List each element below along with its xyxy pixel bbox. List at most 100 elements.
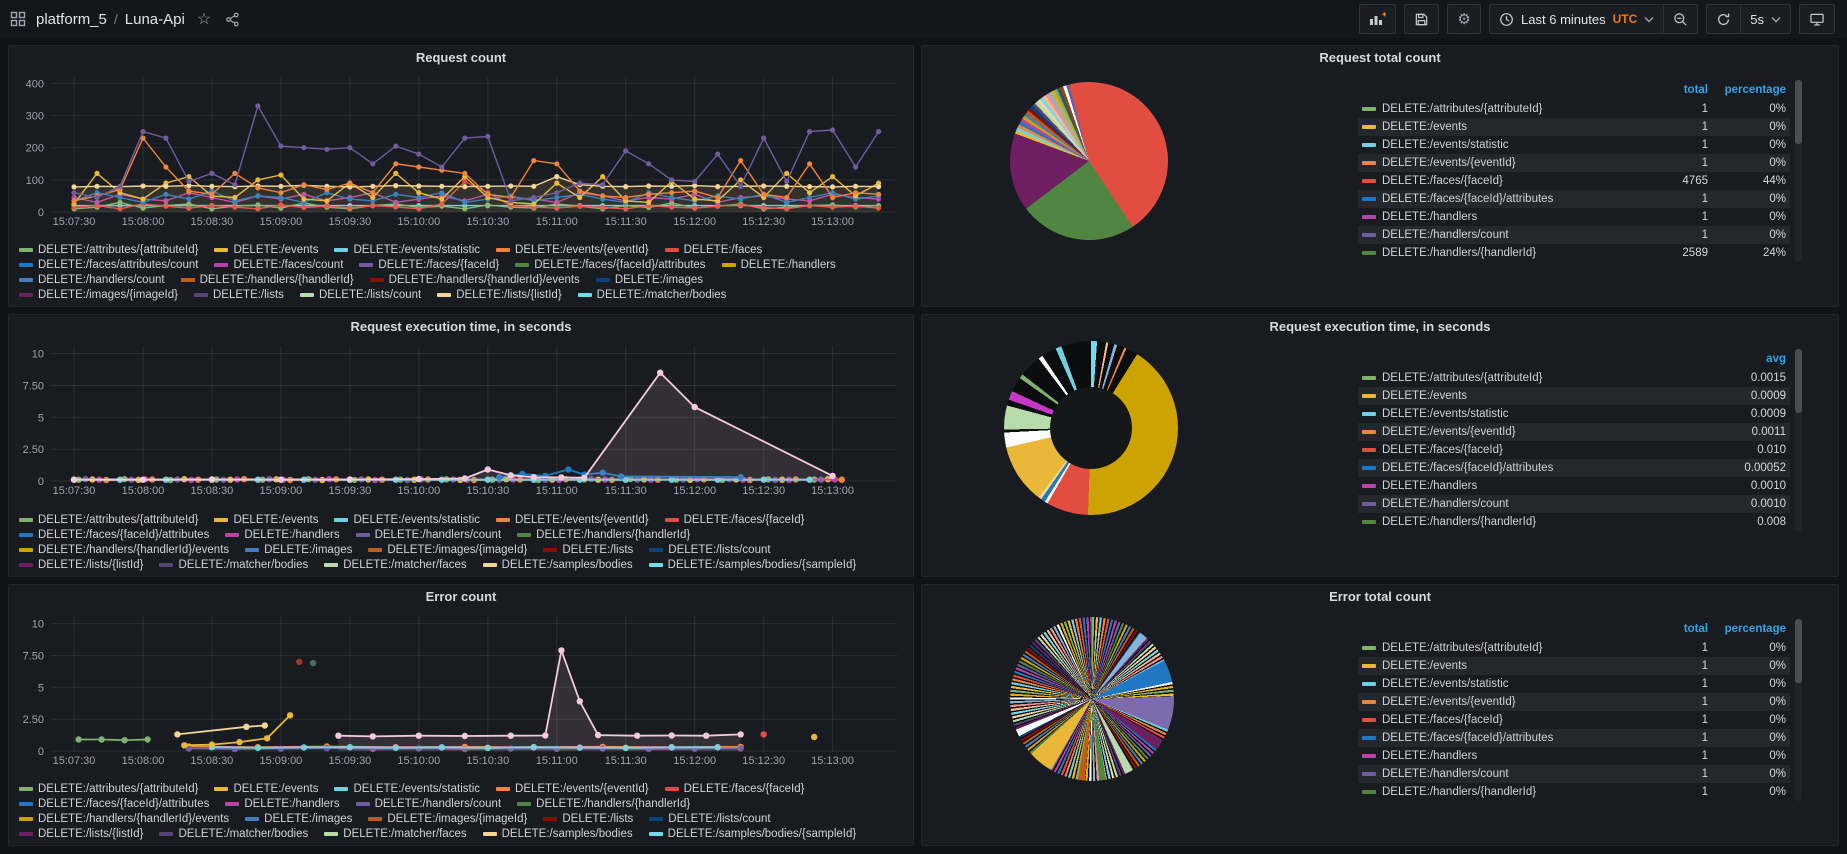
legend-item[interactable]: DELETE:/images	[245, 544, 352, 556]
breadcrumb-dashboard[interactable]: Luna-Api	[124, 10, 185, 28]
add-panel-button[interactable]	[1359, 4, 1397, 34]
column-header-percentage[interactable]: percentage	[1724, 622, 1786, 635]
legend-item[interactable]: DELETE:/events	[214, 244, 318, 256]
legend-item[interactable]: DELETE:/lists	[543, 813, 633, 825]
refresh-button[interactable]	[1706, 4, 1742, 34]
column-header-total[interactable]: total	[1683, 622, 1708, 635]
legend-item[interactable]: DELETE:/faces/attributes/count	[19, 259, 198, 271]
time-range-picker[interactable]: Last 6 minutes UTC	[1489, 4, 1665, 34]
series-label[interactable]: DELETE:/faces/{faceId}	[1382, 444, 1503, 457]
legend-item[interactable]: DELETE:/handlers	[225, 529, 340, 541]
request-execution-time-chart[interactable]: 15:07:30 15:08:00 15:08:30 15:09:00 15:09:30…	[15, 340, 905, 497]
legend-item[interactable]: DELETE:/faces/{faceId}/attributes	[515, 259, 706, 271]
dashboards-grid-icon[interactable]	[10, 11, 26, 27]
series-label[interactable]: DELETE:/faces/{faceId}	[1382, 175, 1503, 187]
legend-item[interactable]: DELETE:/lists/{listId}	[19, 559, 143, 571]
share-dashboard-button[interactable]	[223, 10, 242, 29]
series-label[interactable]: DELETE:/attributes/{attributeId}	[1382, 372, 1543, 385]
legend-item[interactable]: DELETE:/matcher/bodies	[577, 289, 726, 301]
legend-item[interactable]: DELETE:/samples/bodies	[482, 828, 633, 840]
legend-item[interactable]: DELETE:/faces/{faceId}/attributes	[19, 529, 209, 541]
star-dashboard-button[interactable]: ☆	[195, 7, 213, 31]
series-label[interactable]: DELETE:/handlers/count	[1382, 767, 1509, 780]
legend-item[interactable]: DELETE:/faces/count	[214, 259, 343, 271]
legend-item[interactable]: DELETE:/lists/count	[649, 813, 771, 825]
scrollbar-thumb[interactable]	[1795, 618, 1802, 683]
panel-title[interactable]: Request total count	[1319, 50, 1441, 65]
series-label[interactable]: DELETE:/events/{eventId}	[1382, 426, 1516, 439]
panel-title[interactable]: Request execution time, in seconds	[350, 319, 572, 335]
series-label[interactable]: DELETE:/faces/{faceId}/attributes	[1382, 193, 1554, 205]
series-label[interactable]: DELETE:/events	[1382, 390, 1468, 403]
legend-item[interactable]: DELETE:/handlers/{handlerId}	[517, 798, 690, 810]
refresh-interval-picker[interactable]: 5s	[1741, 4, 1791, 34]
series-label[interactable]: DELETE:/handlers	[1382, 749, 1478, 762]
legend-item[interactable]: DELETE:/handlers	[721, 259, 836, 271]
panel-title[interactable]: Request execution time, in seconds	[1269, 319, 1491, 335]
legend-item[interactable]: DELETE:/attributes/{attributeId}	[19, 514, 198, 526]
series-label[interactable]: DELETE:/faces/{faceId}/attributes	[1382, 731, 1554, 744]
legend-item[interactable]: DELETE:/events	[214, 783, 318, 795]
series-label[interactable]: DELETE:/handlers/count	[1382, 229, 1509, 241]
series-label[interactable]: DELETE:/events/statistic	[1382, 677, 1509, 690]
scrollbar-thumb[interactable]	[1795, 80, 1802, 144]
legend-item[interactable]: DELETE:/lists	[194, 289, 284, 301]
series-label[interactable]: DELETE:/handlers/{handlerId}	[1382, 516, 1537, 529]
legend-item[interactable]: DELETE:/faces/{faceId}	[664, 514, 804, 526]
series-label[interactable]: DELETE:/events	[1382, 659, 1468, 672]
legend-item[interactable]: DELETE:/faces/{faceId}/attributes	[19, 798, 209, 810]
legend-scrollbar[interactable]	[1795, 349, 1802, 532]
breadcrumb-folder[interactable]: platform_5	[36, 10, 107, 28]
series-label[interactable]: DELETE:/events/{eventId}	[1382, 695, 1516, 708]
column-header-avg[interactable]: avg	[1766, 353, 1786, 366]
legend-item[interactable]: DELETE:/samples/bodies/{sampleId}	[648, 559, 856, 571]
legend-item[interactable]: DELETE:/attributes/{attributeId}	[19, 783, 198, 795]
legend-item[interactable]: DELETE:/lists/{listId}	[437, 289, 562, 301]
series-label[interactable]: DELETE:/handlers/{handlerId}	[1382, 785, 1537, 798]
legend-item[interactable]: DELETE:/images	[595, 274, 703, 286]
legend-item[interactable]: DELETE:/faces/{faceId}	[664, 783, 804, 795]
legend-item[interactable]: DELETE:/events/statistic	[334, 783, 480, 795]
legend-item[interactable]: DELETE:/images	[245, 813, 352, 825]
series-label[interactable]: DELETE:/attributes/{attributeId}	[1382, 103, 1543, 115]
column-header-total[interactable]: total	[1683, 84, 1708, 96]
series-label[interactable]: DELETE:/handlers/{handlerId}	[1382, 247, 1537, 259]
series-label[interactable]: DELETE:/events/statistic	[1382, 408, 1509, 421]
legend-item[interactable]: DELETE:/handlers/{handlerId}/events	[369, 274, 580, 286]
legend-item[interactable]: DELETE:/images/{imageId}	[368, 544, 527, 556]
legend-item[interactable]: DELETE:/lists	[543, 544, 633, 556]
legend-item[interactable]: DELETE:/lists/count	[649, 544, 771, 556]
series-label[interactable]: DELETE:/handlers	[1382, 211, 1478, 223]
legend-item[interactable]: DELETE:/handlers/{handlerId}/events	[19, 813, 229, 825]
legend-item[interactable]: DELETE:/events/{eventId}	[496, 514, 649, 526]
legend-item[interactable]: DELETE:/matcher/faces	[324, 828, 467, 840]
legend-item[interactable]: DELETE:/faces	[664, 244, 762, 256]
legend-item[interactable]: DELETE:/images/{imageId}	[368, 813, 527, 825]
request-total-pie-chart[interactable]	[1002, 74, 1176, 248]
dashboard-settings-button[interactable]: ⚙	[1447, 4, 1482, 34]
legend-scrollbar[interactable]	[1795, 80, 1802, 262]
legend-item[interactable]: DELETE:/samples/bodies/{sampleId}	[648, 828, 856, 840]
panel-title[interactable]: Error count	[425, 588, 497, 604]
legend-scrollbar[interactable]	[1795, 618, 1802, 801]
legend-item[interactable]: DELETE:/handlers/{handlerId}	[180, 274, 354, 286]
series-label[interactable]: DELETE:/attributes/{attributeId}	[1382, 641, 1543, 654]
legend-item[interactable]: DELETE:/images/{imageId}	[19, 289, 178, 301]
series-label[interactable]: DELETE:/faces/{faceId}/attributes	[1382, 462, 1554, 475]
legend-item[interactable]: DELETE:/matcher/bodies	[159, 828, 308, 840]
legend-item[interactable]: DELETE:/lists/count	[299, 289, 421, 301]
series-label[interactable]: DELETE:/events/statistic	[1382, 139, 1509, 151]
legend-item[interactable]: DELETE:/matcher/faces	[324, 559, 467, 571]
execution-time-donut-chart[interactable]	[1004, 341, 1178, 516]
legend-item[interactable]: DELETE:/handlers/{handlerId}	[517, 529, 690, 541]
scrollbar-thumb[interactable]	[1795, 349, 1802, 414]
series-label[interactable]: DELETE:/events	[1382, 121, 1468, 133]
legend-item[interactable]: DELETE:/events/statistic	[334, 244, 480, 256]
legend-item[interactable]: DELETE:/events	[214, 514, 318, 526]
legend-item[interactable]: DELETE:/handlers	[225, 798, 340, 810]
kiosk-mode-button[interactable]	[1799, 4, 1835, 34]
series-label[interactable]: DELETE:/faces/{faceId}	[1382, 713, 1503, 726]
save-dashboard-button[interactable]	[1404, 4, 1440, 34]
error-count-chart[interactable]: 15:07:30 15:08:00 15:08:30 15:09:00 15:09:30…	[15, 610, 905, 767]
series-label[interactable]: DELETE:/handlers/count	[1382, 498, 1509, 511]
